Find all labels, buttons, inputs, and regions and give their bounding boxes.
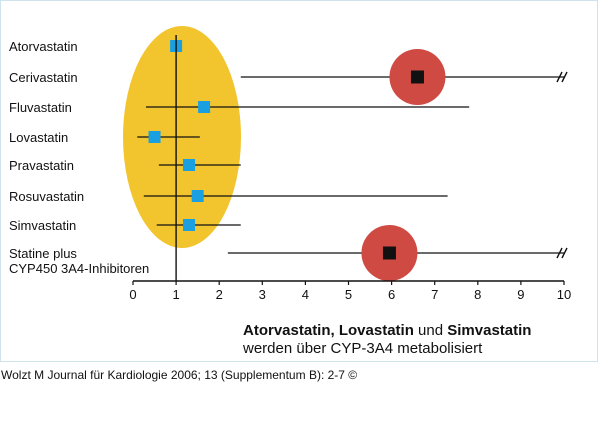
data-point-marker bbox=[148, 131, 161, 143]
x-tick-label: 1 bbox=[172, 287, 179, 302]
x-tick-label: 8 bbox=[474, 287, 481, 302]
x-tick-label: 9 bbox=[517, 287, 524, 302]
x-tick-label: 10 bbox=[557, 287, 571, 302]
category-label: Cerivastatin bbox=[9, 70, 78, 85]
caption-joiner: und bbox=[418, 322, 444, 339]
x-tick-label: 5 bbox=[345, 287, 352, 302]
x-tick-label: 6 bbox=[388, 287, 395, 302]
axis-break-mark bbox=[561, 247, 568, 259]
caption-line-2: werden über CYP-3A4 metabolisiert bbox=[243, 340, 483, 357]
source-credit: Wolzt M Journal für Kardiologie 2006; 13… bbox=[1, 368, 358, 382]
data-point-marker bbox=[410, 70, 424, 84]
data-point-marker bbox=[183, 219, 196, 231]
data-point-marker bbox=[191, 190, 204, 202]
category-label: Rosuvastatin bbox=[9, 189, 84, 204]
category-label: Fluvastatin bbox=[9, 100, 72, 115]
data-point-marker bbox=[198, 101, 211, 113]
category-label: Atorvastatin bbox=[9, 39, 78, 54]
axis-break-mark bbox=[556, 71, 563, 83]
data-point-marker bbox=[382, 246, 396, 260]
category-label: Pravastatin bbox=[9, 158, 74, 173]
data-point-marker bbox=[183, 159, 196, 171]
x-tick-label: 7 bbox=[431, 287, 438, 302]
caption-bold-simvastatin: Simvastatin bbox=[447, 322, 532, 339]
caption-bold-atorvastatin: Atorvastatin, bbox=[243, 322, 335, 339]
axis-break-mark bbox=[561, 71, 568, 83]
caption-bold-lovastatin: Lovastatin bbox=[338, 322, 414, 339]
x-tick-label: 3 bbox=[259, 287, 266, 302]
category-label: Lovastatin bbox=[9, 130, 68, 145]
x-tick-label: 4 bbox=[302, 287, 309, 302]
x-tick-label: 0 bbox=[129, 287, 136, 302]
category-label: Simvastatin bbox=[9, 218, 76, 233]
caption: Atorvastatin, Lovastatin und Simvastatin… bbox=[243, 322, 531, 358]
chart: Atorvastatin Cerivastatin Fluvastatin Lovas… bbox=[9, 26, 571, 302]
category-label: CYP450 3A4-Inhibitoren bbox=[9, 261, 149, 276]
category-label: Statine plus bbox=[9, 246, 77, 261]
axis-break-mark bbox=[556, 247, 563, 259]
caption-line-1: Atorvastatin, Lovastatin und Simvastatin bbox=[243, 322, 531, 340]
x-tick-label: 2 bbox=[216, 287, 223, 302]
